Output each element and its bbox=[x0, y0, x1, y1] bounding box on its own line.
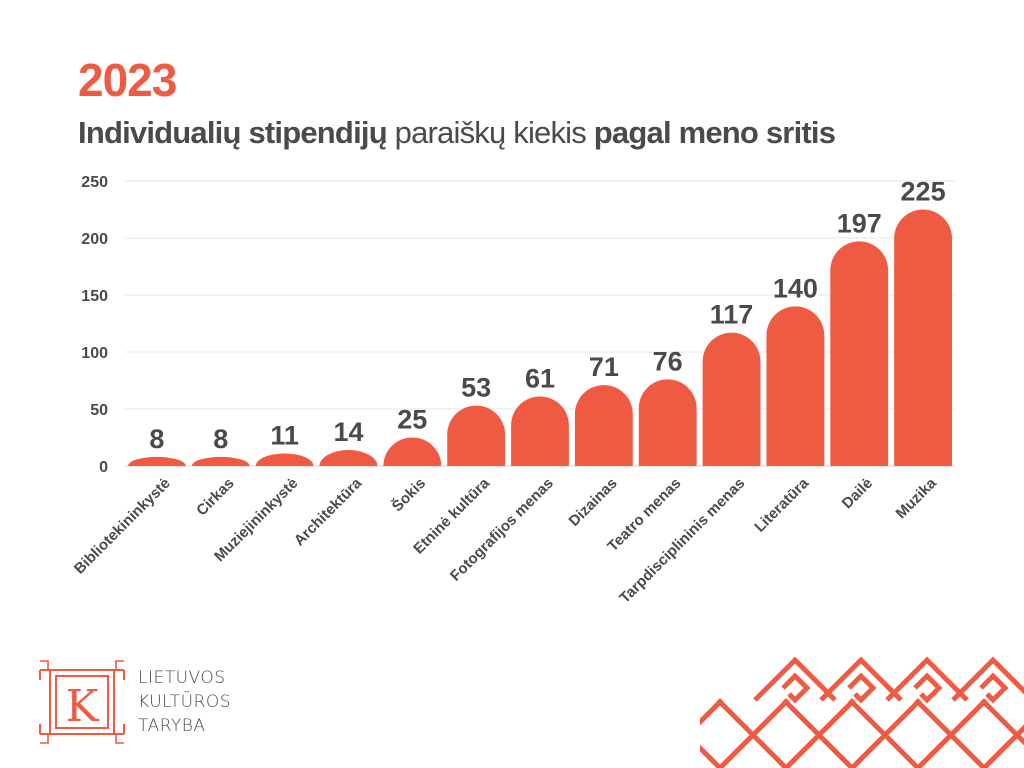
ornament-peak bbox=[819, 656, 903, 702]
data-label: 11 bbox=[270, 420, 299, 450]
data-label: 117 bbox=[710, 300, 754, 330]
ornament-line bbox=[782, 698, 854, 768]
ornament-hook bbox=[979, 672, 1009, 704]
ornament-peak bbox=[951, 656, 1024, 702]
data-label: 140 bbox=[773, 273, 818, 303]
x-axis-labels: Bibliotekininkystė CirkasMuziejininkystėA… bbox=[71, 474, 940, 607]
y-axis-ticks: 0 50 100 150 200 250 bbox=[81, 174, 108, 476]
data-label: 25 bbox=[397, 405, 427, 435]
ornament-line bbox=[586, 700, 654, 768]
logo-line-2: KULTŪROS bbox=[138, 692, 232, 712]
ornament-peak bbox=[753, 656, 837, 702]
data-label: 225 bbox=[901, 177, 946, 207]
bar-2 bbox=[255, 453, 314, 466]
x-tick-label: Tarpdisciplininis menas bbox=[616, 475, 748, 607]
logo-text: LIETUVOS KULTŪROS TARYBA bbox=[138, 666, 231, 738]
y-tick-label: 200 bbox=[81, 231, 108, 248]
bar-6 bbox=[511, 396, 569, 466]
x-tick-label: Architektūra bbox=[291, 474, 366, 549]
data-labels: 8 8 11 14 25 53 61 71 76 117 140 197 225 bbox=[149, 177, 945, 454]
bar-1 bbox=[191, 456, 250, 466]
ornament-hook bbox=[847, 672, 877, 704]
data-label: 197 bbox=[837, 208, 882, 238]
y-tick-label: 0 bbox=[99, 459, 108, 476]
title-bold-part-1: Individualių stipendijų bbox=[78, 115, 388, 150]
bar-5 bbox=[447, 405, 506, 466]
ornament-hook bbox=[913, 672, 943, 704]
y-tick-label: 50 bbox=[90, 402, 108, 419]
data-label: 61 bbox=[525, 363, 555, 393]
y-tick-label: 100 bbox=[81, 345, 108, 362]
title-light-part: paraiškų kiekis bbox=[394, 115, 587, 150]
y-tick-label: 150 bbox=[81, 288, 108, 305]
logo-mark-icon bbox=[39, 660, 125, 744]
x-tick-label: Šokis bbox=[388, 474, 429, 515]
bar-0 bbox=[128, 456, 186, 466]
ornament-line bbox=[980, 698, 1024, 746]
bar-8 bbox=[638, 379, 697, 466]
data-label: 8 bbox=[149, 424, 164, 454]
folk-ornament-icon bbox=[586, 656, 1024, 768]
data-label: 53 bbox=[461, 373, 491, 403]
bars bbox=[128, 209, 952, 466]
bar-11 bbox=[830, 241, 889, 466]
page-title: Individualių stipendijų paraiškų kiekis … bbox=[78, 112, 836, 154]
bar-4 bbox=[383, 437, 442, 466]
x-tick-label: Muzika bbox=[893, 474, 941, 522]
ornament-line bbox=[716, 698, 788, 768]
x-tick-label: Cirkas bbox=[193, 475, 237, 519]
page-year: 2023 bbox=[78, 54, 177, 106]
x-tick-label: Dailė bbox=[839, 475, 876, 512]
bar-9 bbox=[702, 332, 761, 466]
logo-line-1: LIETUVOS bbox=[138, 668, 226, 688]
ornament-line bbox=[588, 700, 656, 768]
bar-12 bbox=[894, 209, 952, 466]
data-label: 14 bbox=[333, 417, 363, 447]
ornament-hook bbox=[781, 672, 811, 704]
ornament-line bbox=[914, 698, 986, 768]
data-label: 76 bbox=[653, 346, 683, 376]
x-tick-label: Dizainas bbox=[566, 475, 621, 530]
data-label: 8 bbox=[213, 424, 228, 454]
y-tick-label: 250 bbox=[81, 174, 108, 191]
x-tick-label: Bibliotekininkystė bbox=[71, 475, 174, 578]
bar-7 bbox=[574, 385, 633, 466]
bar-10 bbox=[766, 306, 825, 466]
ornament-peak bbox=[885, 656, 969, 702]
ornament-line bbox=[848, 698, 920, 768]
data-label: 71 bbox=[589, 352, 619, 382]
logo-line-3: TARYBA bbox=[138, 716, 206, 736]
ornament-line bbox=[700, 698, 724, 726]
logo-letter: K bbox=[66, 681, 100, 732]
ornament-line bbox=[700, 744, 722, 768]
x-tick-label: Literatūra bbox=[751, 474, 812, 535]
bar-3 bbox=[319, 450, 378, 466]
title-bold-part-2: pagal meno sritis bbox=[593, 115, 836, 150]
